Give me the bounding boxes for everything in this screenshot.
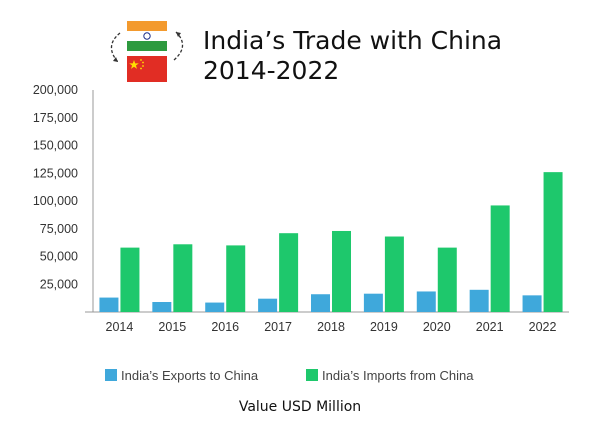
y-tick-labels: 25,000 50,000 75,000 100,000 125,000 150,000 1… [33,83,78,291]
x-tick-label-2019: 2019 [370,320,398,334]
bar-imports-2015 [173,244,193,312]
bar-exports-2014 [99,297,119,312]
y-tick-label: 175,000 [33,111,78,125]
chart-title-line1: India’s Trade with China [203,26,502,55]
bar-imports-2022 [543,172,563,312]
legend-swatch-exports [105,369,117,381]
y-tick-label: 125,000 [33,166,78,180]
chart-title-line2: 2014-2022 [203,56,339,85]
bar-exports-2022 [522,295,542,312]
bar-imports-2018 [332,230,351,312]
legend: India’s Exports to China India’s Imports… [105,368,474,383]
x-tick-label-2021: 2021 [476,320,504,334]
china-flag-icon [127,56,167,82]
x-tick-labels: 2014 2015 2016 2017 2018 2019 2020 2021 2022 [106,320,557,334]
x-tick-label-2018: 2018 [317,320,345,334]
legend-swatch-imports [306,369,318,381]
bar-exports-2021 [469,289,489,312]
x-tick-label-2017: 2017 [264,320,292,334]
y-tick-label: 25,000 [40,277,78,291]
bar-exports-2019 [363,293,383,312]
y-tick-label: 100,000 [33,194,78,208]
x-tick-label-2015: 2015 [158,320,186,334]
x-tick-label-2020: 2020 [423,320,451,334]
legend-label-exports: India’s Exports to China [121,368,259,383]
x-tick-label-2016: 2016 [211,320,239,334]
legend-label-imports: India’s Imports from China [322,368,474,383]
x-tick-label-2022: 2022 [529,320,557,334]
bar-exports-2020 [416,291,436,312]
bar-imports-2016 [226,245,246,312]
bar-exports-2015 [152,302,172,312]
bar-imports-2020 [437,247,457,312]
bar-exports-2018 [311,294,330,312]
y-tick-label: 150,000 [33,139,78,153]
bar-exports-2016 [205,302,225,312]
y-tick-label: 50,000 [40,250,78,264]
y-tick-label: 75,000 [40,222,78,236]
y-tick-label: 200,000 [33,83,78,97]
x-axis-label: Value USD Million [239,399,361,415]
exchange-arrows-icon [110,31,184,63]
bar-imports-2019 [384,236,404,312]
india-flag-icon [127,21,167,51]
flags-graphic [110,21,184,82]
bar-imports-2021 [490,205,510,312]
bar-exports-2017 [258,298,278,312]
bar-imports-2017 [279,233,299,312]
x-tick-label-2014: 2014 [106,320,134,334]
bar-imports-2014 [120,247,140,312]
bars-group [99,172,563,312]
